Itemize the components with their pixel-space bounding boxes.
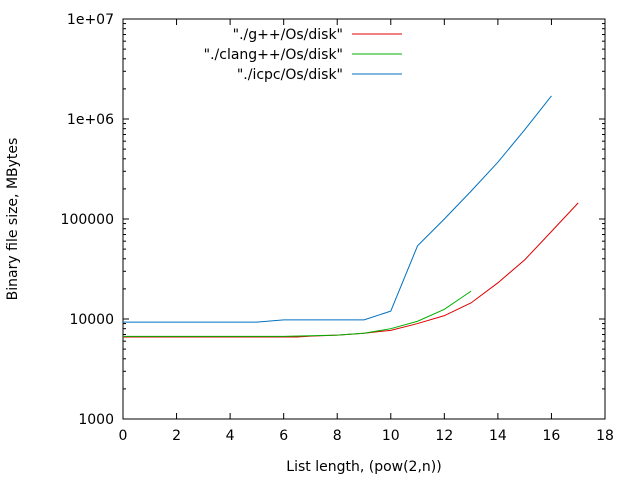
y-tick-label: 10000 (69, 312, 114, 328)
series-line-2 (123, 95, 552, 323)
y-axis-label: Binary file size, MBytes (5, 138, 21, 301)
x-axis-label: List length, (pow(2,n)) (286, 459, 441, 475)
legend-label-0: "./g++/Os/disk" (233, 27, 343, 43)
x-tick-label: 8 (333, 428, 342, 444)
x-tick-label: 14 (489, 428, 507, 444)
x-tick-label: 2 (172, 428, 181, 444)
y-tick-label: 100000 (61, 212, 114, 228)
legend-label-2: "./icpc/Os/disk" (237, 67, 343, 83)
x-tick-label: 12 (435, 428, 453, 444)
x-tick-label: 4 (226, 428, 235, 444)
y-axis: 1000 10000 100000 1e+06 1e+07 (61, 12, 605, 428)
series-line-0 (123, 202, 579, 338)
y-tick-label: 1000 (78, 412, 114, 428)
legend-label-1: "./clang++/Os/disk" (204, 47, 343, 63)
x-tick-label: 6 (279, 428, 288, 444)
plot-frame (122, 18, 606, 420)
x-axis: 0 2 4 6 8 10 12 14 16 18 (119, 19, 614, 444)
x-tick-label: 0 (119, 428, 128, 444)
series-line-1 (123, 290, 472, 337)
y-tick-label: 1e+06 (67, 112, 114, 128)
x-tick-label: 16 (543, 428, 561, 444)
y-tick-label: 1e+07 (67, 12, 114, 28)
series-lines (123, 95, 579, 338)
x-tick-label: 10 (382, 428, 400, 444)
x-tick-label: 18 (596, 428, 614, 444)
legend: "./g++/Os/disk" "./clang++/Os/disk" "./icp… (204, 27, 402, 83)
